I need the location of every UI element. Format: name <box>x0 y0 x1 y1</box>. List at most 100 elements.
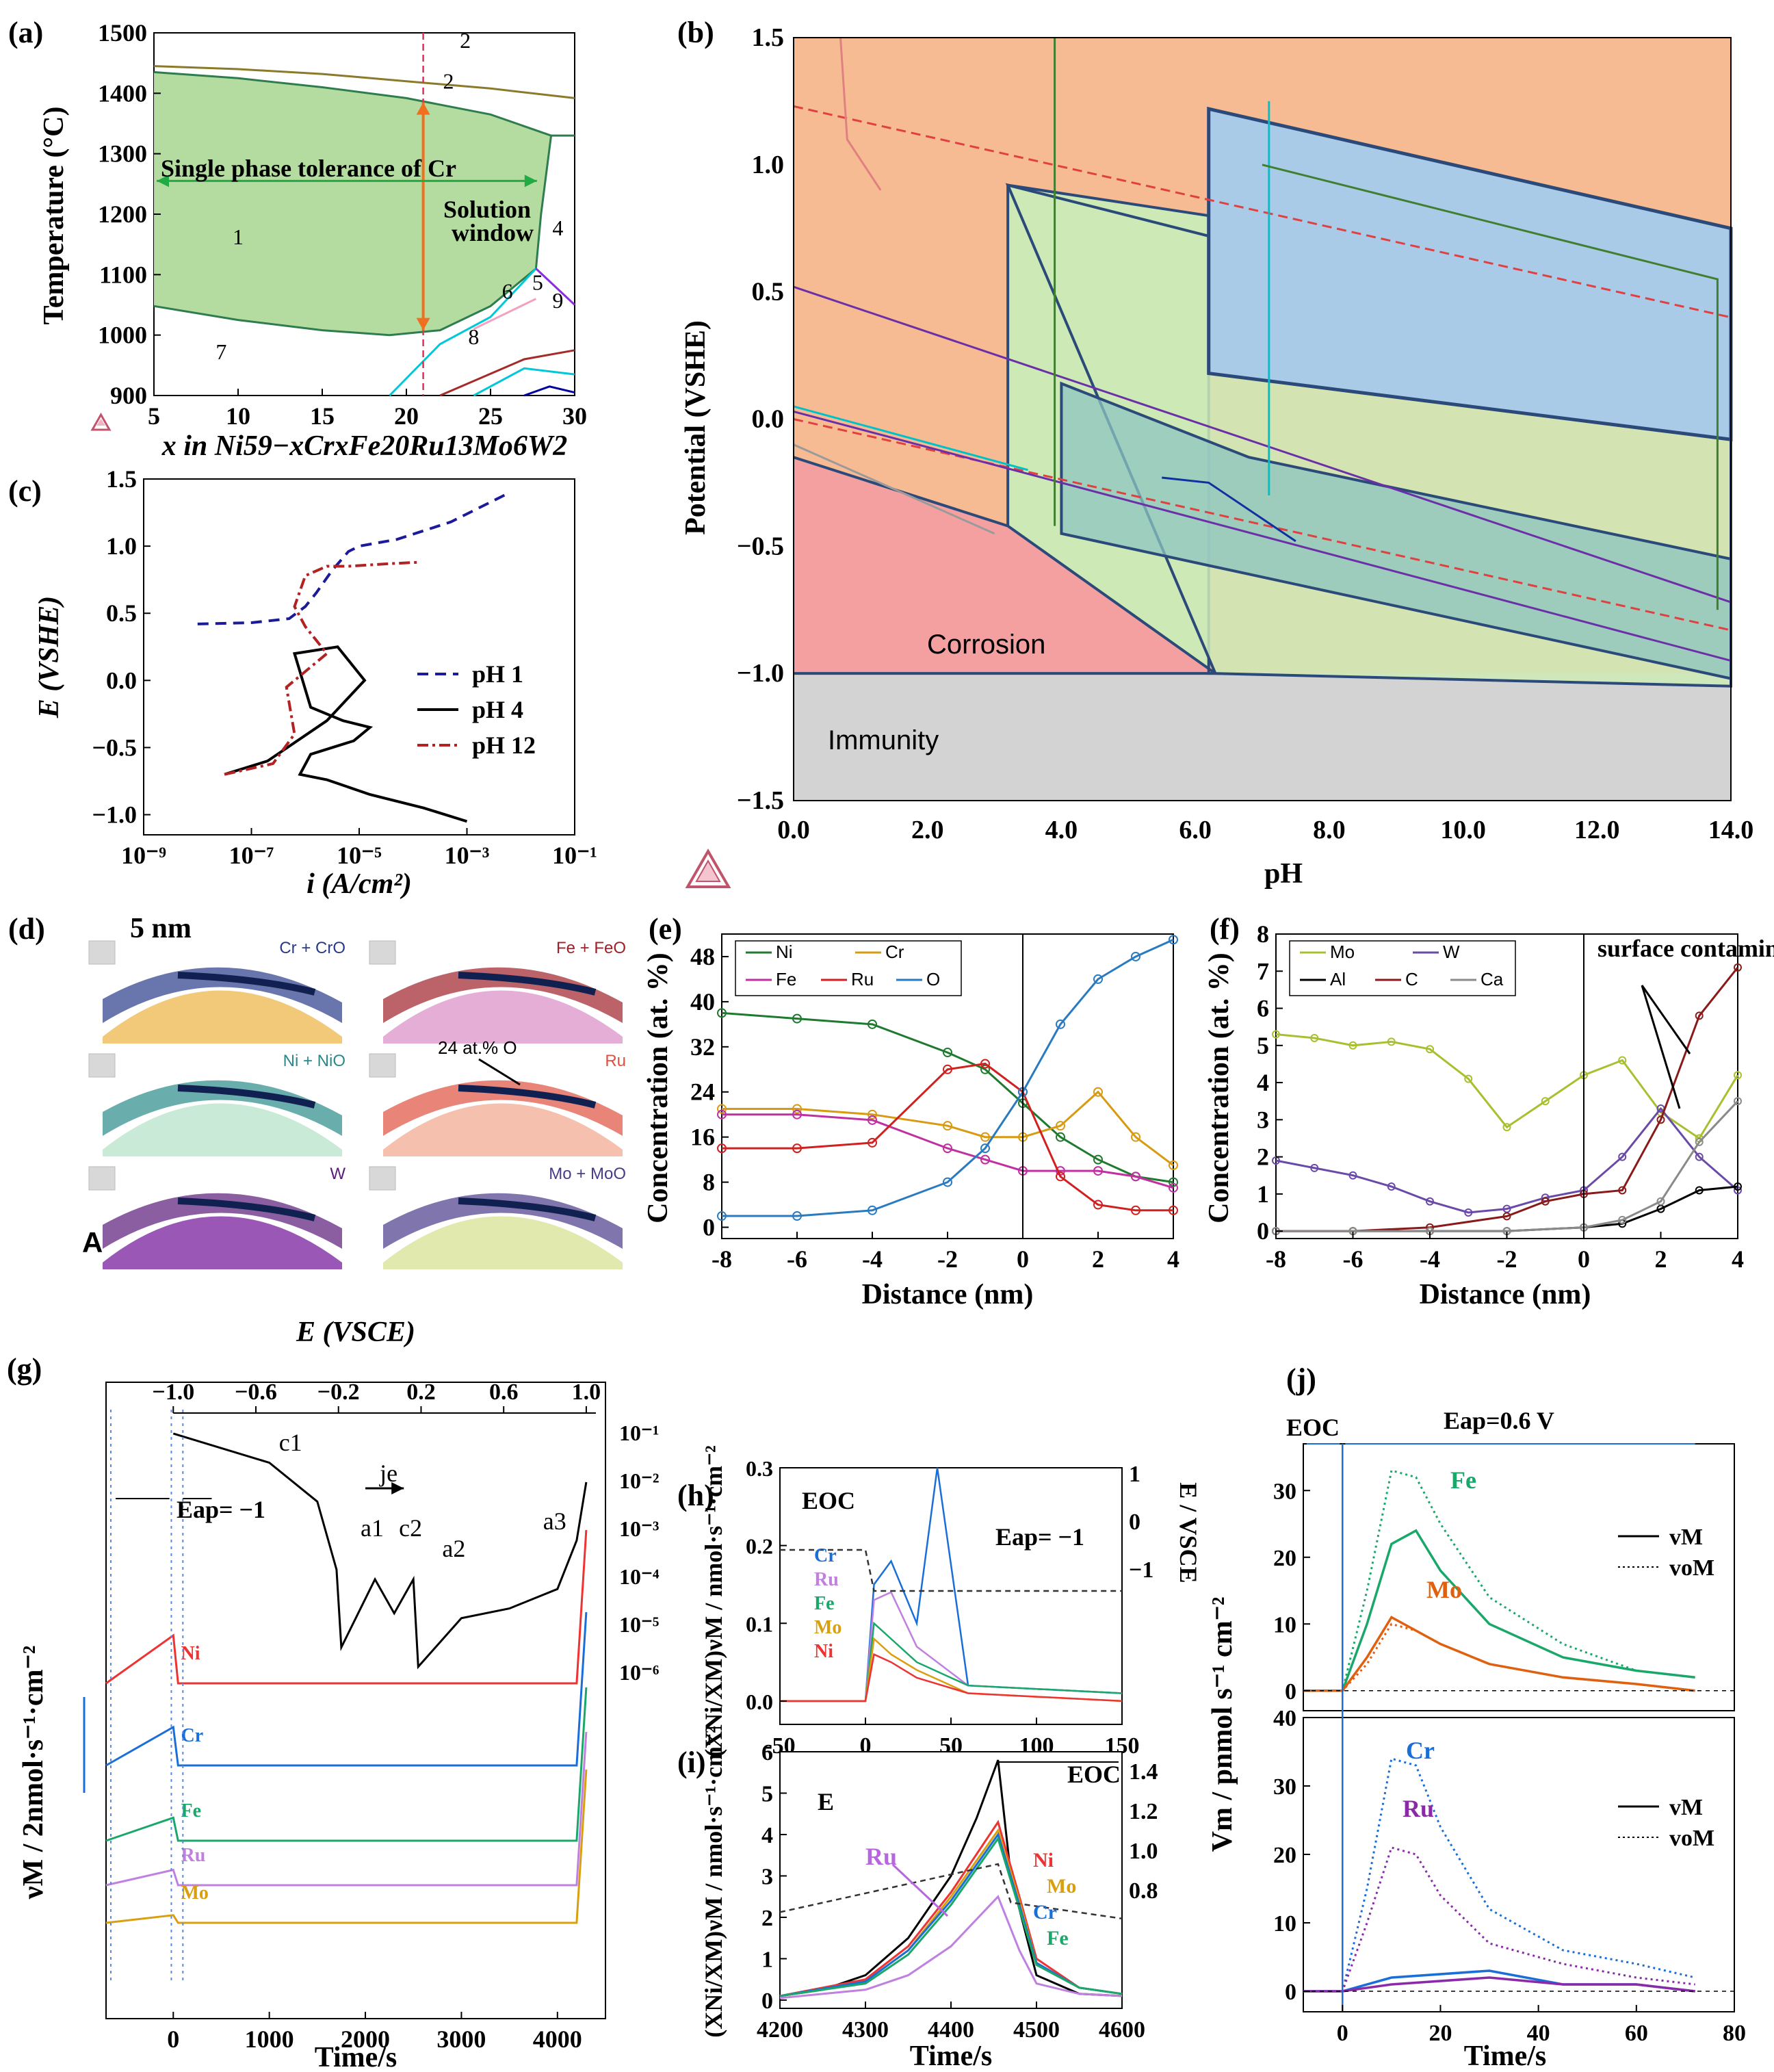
top-axis-label-g: E (VSCE) <box>296 1317 415 1348</box>
j-bottom-ytick-label: 40 <box>1273 1706 1296 1731</box>
g-right-tick-label: 10⁻³ <box>619 1516 659 1541</box>
polarization-curve-pH-1 <box>197 493 506 625</box>
panel-d: Cr + CrO Fe + FeO Ni + NiO Ru W Mo + MoO 5 nm… <box>82 913 626 1269</box>
legend-label: Fe <box>814 1593 835 1614</box>
g-right-tick-label: 10⁻⁵ <box>619 1612 659 1637</box>
a-xtick-label: 10 <box>226 402 250 430</box>
xlabel-e: Distance (nm) <box>862 1279 1034 1310</box>
data-point-O <box>1169 935 1178 945</box>
b-ytick-label: −1.0 <box>737 659 784 688</box>
data-point-Mo <box>1387 1037 1396 1046</box>
concentration-profile-Ni <box>721 1011 1174 1184</box>
data-point-O <box>1131 951 1140 961</box>
potential-step-h <box>780 1549 1122 1592</box>
b-xtick-label: 4.0 <box>1045 816 1078 844</box>
data-point-Ru <box>717 1143 727 1154</box>
legend-label-vom: voM <box>1669 1826 1714 1851</box>
h-right-tick-label: −1 <box>1129 1557 1153 1583</box>
dissolution-rate-total <box>779 1759 1123 1997</box>
apt-element-label: W <box>330 1165 345 1183</box>
f-ytick-label: 5 <box>1257 1032 1269 1059</box>
data-point-C <box>1502 1212 1511 1221</box>
curve-label: a3 <box>543 1507 566 1535</box>
panel-b: 0.0 2.0 4.0 6.0 8.0 10.0 12.0 14.0 −1.5 −1.0 −0.5 0… <box>680 23 1753 890</box>
data-point-Fe <box>980 1154 990 1165</box>
data-point-Ru <box>1131 1205 1140 1215</box>
b-ytick-label: 1.0 <box>752 151 785 179</box>
i-right-tick-label: 1.2 <box>1129 1799 1158 1824</box>
data-point-Cr <box>980 1132 990 1142</box>
h-right-tick-label: 1 <box>1129 1462 1140 1487</box>
c-ytick-label: −0.5 <box>92 734 137 761</box>
pourbaix-boundary-line <box>793 410 1732 662</box>
data-point-Cr <box>1131 1132 1140 1142</box>
a-ytick-label: 1500 <box>98 19 147 47</box>
phase-region-label: 2 <box>443 68 454 93</box>
data-point-Ni <box>1056 1132 1065 1142</box>
ylabel-j: Vm / pnmol s⁻¹ cm⁻² <box>1207 1597 1238 1852</box>
b-xtick-label: 2.0 <box>911 816 944 844</box>
apt-tile-thumbnail <box>369 1053 396 1078</box>
apt-element-label: Fe + FeO <box>556 939 626 957</box>
panel-h: -50 0 50 100 1500.00.10.20.3 10−1 (XNi/XM)νM … <box>700 1445 1202 1759</box>
e-ytick-label: 24 <box>690 1078 715 1106</box>
apt-tile-body <box>103 1216 342 1269</box>
eoc-label-i: EOC <box>1067 1761 1121 1788</box>
contaminants-annotation: surface contaminants <box>1597 935 1774 962</box>
h-ytick-label: 0.1 <box>746 1611 773 1636</box>
legend-label: O <box>926 969 940 989</box>
phase-region-label: 7 <box>216 339 226 364</box>
arrow-head-down <box>416 318 430 331</box>
eoc-label-j: EOC <box>1286 1414 1340 1441</box>
panel-label-g: (g) <box>7 1352 42 1386</box>
apt-tile-thumbnail <box>88 1166 116 1191</box>
legend-label: Ni <box>814 1641 833 1662</box>
c-xtick-label: 10⁻⁷ <box>229 842 274 869</box>
annotation-arrow <box>1641 985 1691 1054</box>
ru-label-i: Ru <box>865 1843 897 1870</box>
apt-tile-surface <box>383 1193 623 1249</box>
plot-frame-h <box>779 1467 1123 1725</box>
e-label-i: E <box>818 1788 834 1815</box>
i-xtick-label: 4300 <box>842 2017 889 2043</box>
data-point-W <box>1464 1208 1473 1217</box>
solution-window-label-1: Solution <box>443 196 531 223</box>
data-point-W <box>1348 1171 1357 1180</box>
legend-box-e <box>735 940 962 996</box>
i-ytick-label: 2 <box>761 1906 773 1931</box>
panel-i: 4200 4300 4400 4500 460001234561.41.21.00.8 … <box>700 1726 1158 2072</box>
water-line <box>793 418 1732 632</box>
curve-label: c1 <box>279 1429 302 1456</box>
a-ytick-label: 1200 <box>98 200 147 228</box>
apt-oxide-band <box>177 1197 316 1221</box>
plot-frame-j-bottom <box>1303 1717 1735 2012</box>
data-point-W <box>1618 1152 1627 1161</box>
data-point-Mo <box>1541 1097 1550 1106</box>
h-ytick-label: 0.0 <box>746 1689 773 1714</box>
data-point-Fe <box>1169 1182 1178 1193</box>
rate-Fe-vM <box>1303 1529 1695 1692</box>
apt-tile-surface <box>103 1193 342 1249</box>
data-point-C <box>1618 1186 1627 1195</box>
dissolution-trace-Mo <box>105 1769 588 1924</box>
arrow-head-up <box>416 102 430 115</box>
ylabel-i: (XNi/XM)νM / nmol·s⁻¹·cm⁻² <box>700 1726 727 2038</box>
data-point-Al <box>1695 1186 1704 1195</box>
legend-label: Mo <box>1047 1875 1076 1898</box>
low-temperature-phase-boundary <box>473 367 575 397</box>
legend-label: Cr <box>1033 1901 1057 1924</box>
legend-label: Ru <box>814 1569 839 1590</box>
legend-box-f <box>1289 940 1516 996</box>
element-label-Mo: Mo <box>1426 1576 1462 1603</box>
apt-tile-body <box>383 990 623 1044</box>
xlabel-f: Distance (nm) <box>1420 1279 1591 1310</box>
i-xtick-label: 4500 <box>1013 2017 1060 2043</box>
g-right-tick-label: 10⁻⁶ <box>619 1660 659 1685</box>
pourbaix-boundary-line <box>793 285 1732 604</box>
data-point-Fe <box>943 1143 952 1154</box>
curve-label: je <box>378 1460 397 1487</box>
rate-Cr-voM <box>1303 1757 1696 1993</box>
plot-frame-b <box>793 37 1732 801</box>
data-point-Mo <box>1502 1123 1511 1132</box>
legend-label: pH 4 <box>472 696 523 723</box>
